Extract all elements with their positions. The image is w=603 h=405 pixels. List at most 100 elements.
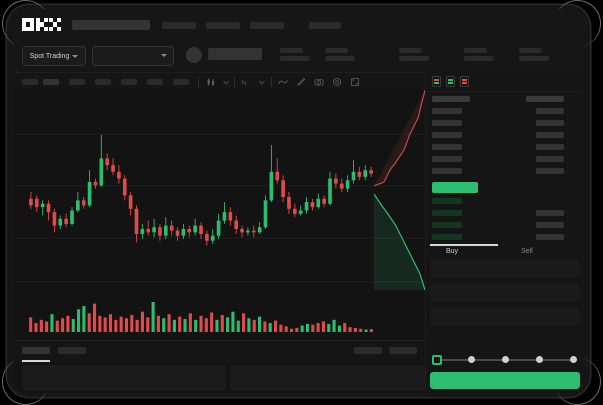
footer-tab-1[interactable]	[22, 347, 50, 354]
nav-item-4[interactable]	[309, 22, 341, 29]
orderbook-col-header-size	[526, 96, 564, 102]
orderbook-ask-price-1[interactable]	[432, 108, 462, 114]
orderbook-asks-icon[interactable]	[460, 76, 469, 87]
orderbook-ask-size-1[interactable]	[536, 108, 564, 114]
slider-mark-25[interactable]	[468, 356, 475, 363]
fullscreen-icon[interactable]	[350, 77, 360, 87]
amount-slider[interactable]	[430, 355, 580, 365]
svg-text:fx: fx	[241, 80, 247, 87]
stat-value-3	[399, 56, 429, 61]
trading-mode-label: Spot Trading	[29, 52, 70, 60]
trading-pair-selector[interactable]	[92, 46, 174, 66]
orderbook-bid-size-2[interactable]	[536, 210, 564, 216]
okx-logo-icon[interactable]	[22, 18, 62, 31]
stat-value-5	[519, 56, 549, 61]
orderbook-header-divider	[426, 91, 583, 92]
orderbook-both-icon[interactable]	[432, 76, 441, 87]
interval-button-1[interactable]	[22, 79, 38, 85]
orderbook-ask-price-6[interactable]	[432, 168, 462, 174]
orderbook-ask-price-5[interactable]	[432, 156, 462, 162]
tab-sell[interactable]: Sell	[521, 248, 533, 255]
nav-item-3[interactable]	[250, 22, 284, 29]
toolbar-divider-3	[271, 77, 272, 87]
order-price-field[interactable]	[430, 260, 580, 278]
candlestick-series	[29, 134, 373, 246]
settings-gear-icon[interactable]	[332, 77, 342, 87]
logo-glyph-o	[22, 18, 34, 31]
order-amount-field[interactable]	[430, 284, 580, 302]
trading-mode-selector[interactable]: Spot Trading	[22, 46, 86, 66]
bottom-panel-left[interactable]	[22, 365, 226, 391]
trade-form	[426, 258, 583, 358]
buy-tab-underline	[430, 244, 498, 246]
last-price-value	[208, 48, 262, 60]
interval-button-5[interactable]	[121, 79, 137, 85]
slider-mark-75[interactable]	[536, 356, 543, 363]
orderbook-and-trade-panel: Buy Sell	[425, 72, 583, 393]
pencil-icon[interactable]	[296, 77, 306, 87]
interval-button-7[interactable]	[173, 79, 189, 85]
orderbook-view-modes	[432, 76, 469, 87]
active-tab-underline	[22, 360, 50, 362]
interval-button-2[interactable]	[43, 79, 59, 85]
chevron-down-icon	[161, 54, 167, 57]
bottom-panel-right[interactable]	[230, 365, 425, 391]
chart-footer-tabs	[14, 340, 425, 363]
line-style-icon[interactable]	[278, 77, 288, 87]
candle-type-icon[interactable]	[206, 77, 216, 87]
tab-buy[interactable]: Buy	[446, 248, 459, 255]
toolbar-divider-1	[198, 77, 199, 87]
app-screen: Spot Trading	[14, 9, 583, 393]
stat-value-4	[464, 56, 494, 61]
footer-action-2[interactable]	[389, 347, 417, 354]
orderbook-bid-size-3[interactable]	[536, 222, 564, 228]
orderbook-last-price	[432, 182, 478, 193]
orderbook-bids-icon[interactable]	[446, 76, 455, 87]
orderbook-ask-price-3[interactable]	[432, 132, 462, 138]
toolbar-divider-2	[234, 77, 235, 87]
chevron-down-icon[interactable]	[257, 77, 267, 87]
order-total-field[interactable]	[430, 308, 580, 326]
logo-glyph-k	[35, 18, 48, 31]
chevron-down-icon[interactable]	[221, 77, 231, 87]
interval-button-6[interactable]	[147, 79, 163, 85]
chart-gridlines	[14, 133, 425, 283]
orderbook-bid-price-3[interactable]	[432, 222, 462, 228]
price-chart[interactable]	[14, 90, 425, 290]
orderbook-ask-price-2[interactable]	[432, 120, 462, 126]
footer-tab-2[interactable]	[58, 347, 86, 354]
volume-chart	[14, 290, 425, 340]
orderbook-bid-price-1[interactable]	[432, 198, 462, 204]
camera-icon[interactable]	[314, 77, 324, 87]
slider-mark-50[interactable]	[502, 356, 509, 363]
pair-avatar-icon	[186, 47, 202, 63]
stat-label-2	[325, 48, 348, 53]
orderbook-ask-size-6[interactable]	[536, 168, 564, 174]
submit-order-button[interactable]	[430, 372, 580, 389]
stat-label-5	[519, 48, 542, 53]
indicators-icon[interactable]: fx	[240, 77, 250, 87]
orderbook-ask-size-4[interactable]	[536, 144, 564, 150]
bezel-arc-top-right	[554, 0, 601, 47]
orderbook-ask-size-5[interactable]	[536, 156, 564, 162]
orderbook-ask-size-3[interactable]	[536, 132, 564, 138]
orderbook-col-header-price	[432, 96, 470, 102]
market-depth-chart	[374, 90, 425, 290]
stat-label-4	[464, 48, 487, 53]
orderbook-bid-price-2[interactable]	[432, 210, 462, 216]
global-search-input[interactable]	[72, 20, 150, 30]
interval-button-4[interactable]	[95, 79, 111, 85]
volume-series	[29, 302, 373, 332]
orderbook-ask-size-2[interactable]	[536, 120, 564, 126]
orderbook-bid-size-4[interactable]	[536, 234, 564, 240]
nav-item-1[interactable]	[162, 22, 196, 29]
stat-label-1	[280, 48, 303, 53]
slider-mark-100[interactable]	[570, 356, 577, 363]
orderbook-bid-price-4[interactable]	[432, 234, 462, 240]
footer-action-1[interactable]	[354, 347, 382, 354]
interval-button-3[interactable]	[69, 79, 85, 85]
orderbook-ask-price-4[interactable]	[432, 144, 462, 150]
slider-handle[interactable]	[432, 355, 442, 365]
nav-item-2[interactable]	[206, 22, 240, 29]
